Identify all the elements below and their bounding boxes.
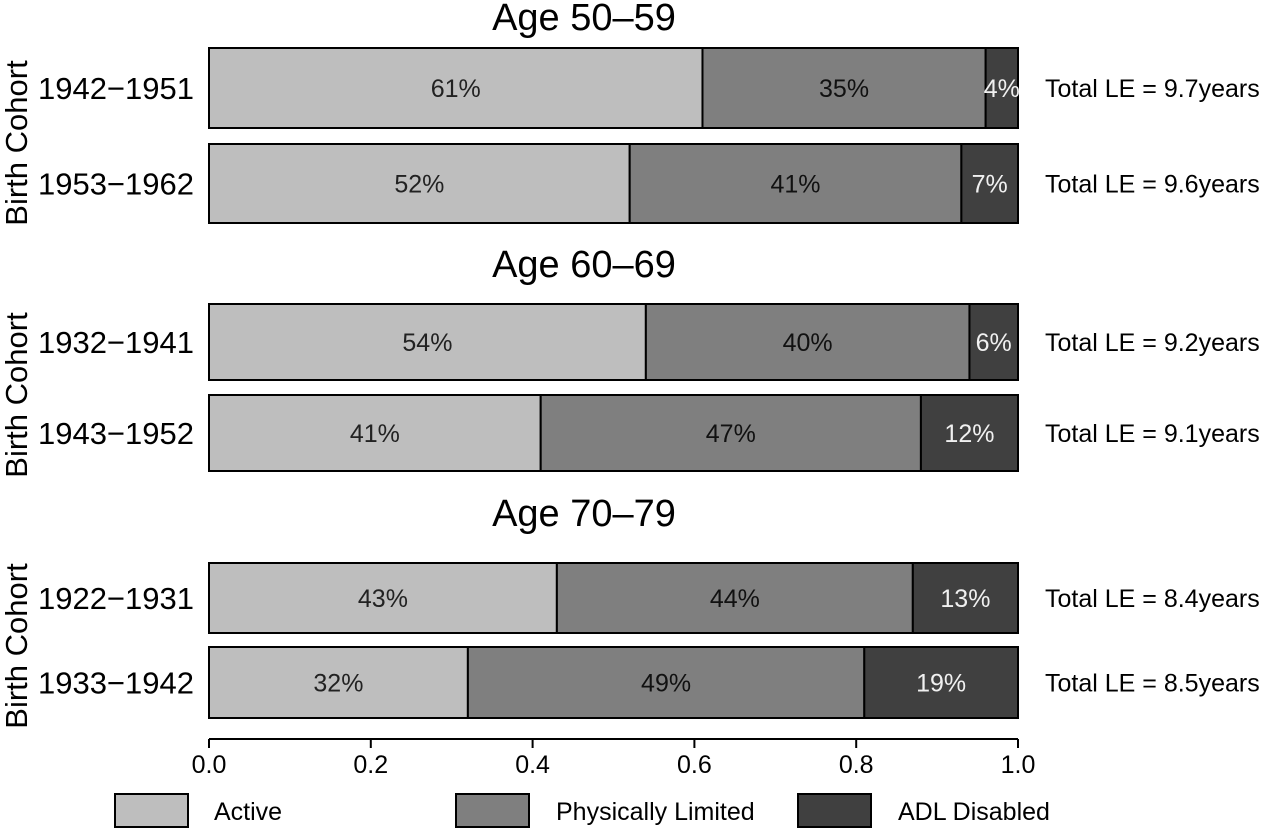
data-label: 35% (819, 75, 869, 103)
y-axis-label: Birth Cohort (0, 60, 34, 226)
bar-segment-adl-disabled (863, 646, 1019, 719)
data-label: 54% (402, 329, 452, 357)
cohort-label: 1953−1962 (38, 167, 194, 202)
data-label: 52% (394, 171, 444, 199)
legend-label: ADL Disabled (898, 798, 1050, 826)
bar-segment-physically-limited (466, 646, 866, 719)
legend-swatch-adl-disabled (797, 793, 872, 828)
bar-segment-active (208, 303, 647, 381)
bar-segment-physically-limited (628, 143, 963, 224)
total-le-label: Total LE = 9.1years (1045, 420, 1260, 448)
data-label: 44% (710, 585, 760, 613)
total-le-label: Total LE = 9.6years (1045, 171, 1260, 199)
total-le-label: Total LE = 8.4years (1045, 585, 1260, 613)
cohort-label: 1942−1951 (38, 71, 194, 106)
x-tick-label: 0.8 (839, 751, 874, 779)
panel-title: Age 50–59 (492, 0, 676, 39)
legend-label: Physically Limited (556, 798, 755, 826)
data-label: 49% (641, 670, 691, 698)
data-label: 4% (984, 75, 1020, 103)
legend-swatch-physically-limited (455, 793, 530, 828)
cohort-label: 1933−1942 (38, 666, 194, 701)
bar-segment-active (208, 562, 558, 634)
y-axis-label: Birth Cohort (0, 312, 34, 478)
bar-segment-active (208, 646, 469, 719)
bar-segment-adl-disabled (919, 394, 1019, 472)
total-le-label: Total LE = 9.2years (1045, 329, 1260, 357)
bar-segment-physically-limited (555, 562, 914, 634)
data-label: 13% (940, 585, 990, 613)
total-le-label: Total LE = 8.5years (1045, 670, 1260, 698)
bar-segment-adl-disabled (911, 562, 1020, 634)
x-tick-label: 0.6 (677, 751, 712, 779)
bar-segment-adl-disabled (960, 143, 1019, 224)
total-le-label: Total LE = 9.7years (1045, 75, 1260, 103)
panel-title: Age 70–79 (492, 493, 676, 535)
data-label: 47% (706, 420, 756, 448)
x-tick-label: 0.2 (353, 751, 388, 779)
bar-segment-physically-limited (644, 303, 971, 381)
bar-segment-adl-disabled (968, 303, 1020, 381)
bar-segment-adl-disabled (984, 47, 1020, 129)
data-label: 41% (771, 171, 821, 199)
cohort-label: 1943−1952 (38, 416, 194, 451)
bar-segment-active (208, 47, 704, 129)
x-tick-label: 0.0 (192, 751, 227, 779)
data-label: 40% (783, 329, 833, 357)
data-label: 43% (358, 585, 408, 613)
legend-swatch-active (114, 793, 189, 828)
data-label: 41% (350, 420, 400, 448)
data-label: 6% (976, 329, 1012, 357)
data-label: 12% (944, 420, 994, 448)
cohort-label: 1922−1931 (38, 581, 194, 616)
bar-segment-active (208, 143, 631, 224)
x-tick-label: 1.0 (1001, 751, 1036, 779)
legend-label: Active (214, 798, 282, 826)
data-label: 61% (431, 75, 481, 103)
cohort-label: 1932−1941 (38, 325, 194, 360)
bar-segment-physically-limited (701, 47, 987, 129)
data-label: 7% (972, 171, 1008, 199)
panel-title: Age 60–69 (492, 244, 676, 286)
bar-segment-active (208, 394, 542, 472)
y-axis-label: Birth Cohort (0, 563, 34, 729)
x-tick-label: 0.4 (515, 751, 550, 779)
data-label: 32% (313, 670, 363, 698)
data-label: 19% (916, 670, 966, 698)
